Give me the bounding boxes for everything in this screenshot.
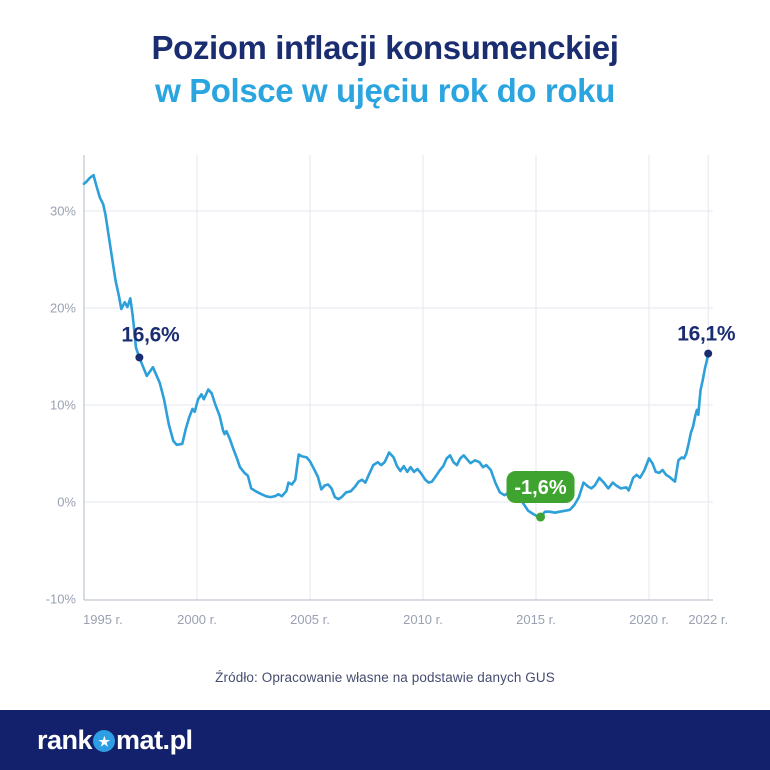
tick-labels: 30% 20% 10% 0% -10% 1995 r. 2000 r. 2005 r. 2010… — [46, 204, 728, 628]
gridlines — [83, 155, 713, 600]
star-glyph: ★ — [98, 733, 110, 749]
line-chart-canvas: 30% 20% 10% 0% -10% 1995 r. 2000 r. 2005 r. 2010… — [46, 155, 736, 628]
x-tick-label: 2005 r. — [290, 612, 330, 627]
inflation-line-chart: 30% 20% 10% 0% -10% 1995 r. 2000 r. 2005 r. 2010… — [0, 130, 770, 640]
annotation-dot-navy — [135, 353, 144, 362]
x-tick-label: 2010 r. — [403, 612, 443, 627]
page-title: Poziom inflacji konsumenckiej w Polsce w… — [0, 26, 770, 112]
annotation-dot-navy — [704, 349, 713, 358]
logo-text-suffix: mat.pl — [116, 724, 193, 755]
x-tick-label: 2020 r. — [629, 612, 669, 627]
annotation-label: 16,6% — [121, 323, 180, 346]
inflation-series-polyline — [82, 173, 710, 519]
annotation-badge — [506, 471, 575, 504]
axes-spines — [83, 155, 713, 601]
rankomat-logo: rank ★ mat.pl — [37, 710, 193, 770]
series-line — [82, 173, 710, 519]
annotations: 16,6% -1,6% 16,1% — [121, 323, 736, 522]
annotation-dot-green — [536, 512, 546, 522]
footer-bar: rank ★ mat.pl — [0, 710, 770, 770]
x-tick-label: 1995 r. — [83, 612, 123, 627]
y-tick-label: -10% — [46, 592, 77, 607]
y-tick-label: 0% — [57, 495, 76, 510]
annotation-label: 16,1% — [677, 323, 736, 346]
x-tick-label: 2015 r. — [516, 612, 556, 627]
source-caption: Źródło: Opracowanie własne na podstawie … — [215, 670, 555, 685]
page-title-line1: Poziom inflacji konsumenckiej — [151, 29, 619, 66]
page-title-line2: w Polsce w ujęciu rok do roku — [155, 72, 615, 109]
y-tick-label: 30% — [50, 204, 76, 219]
y-tick-label: 10% — [50, 398, 76, 413]
annotation-badge-label: -1,6% — [514, 477, 566, 499]
y-tick-label: 20% — [50, 301, 76, 316]
logo-text-prefix: rank — [37, 724, 93, 755]
logo-star-icon: ★ — [93, 730, 116, 752]
x-tick-label: 2000 r. — [177, 612, 217, 627]
x-tick-label: 2022 r. — [688, 612, 728, 627]
